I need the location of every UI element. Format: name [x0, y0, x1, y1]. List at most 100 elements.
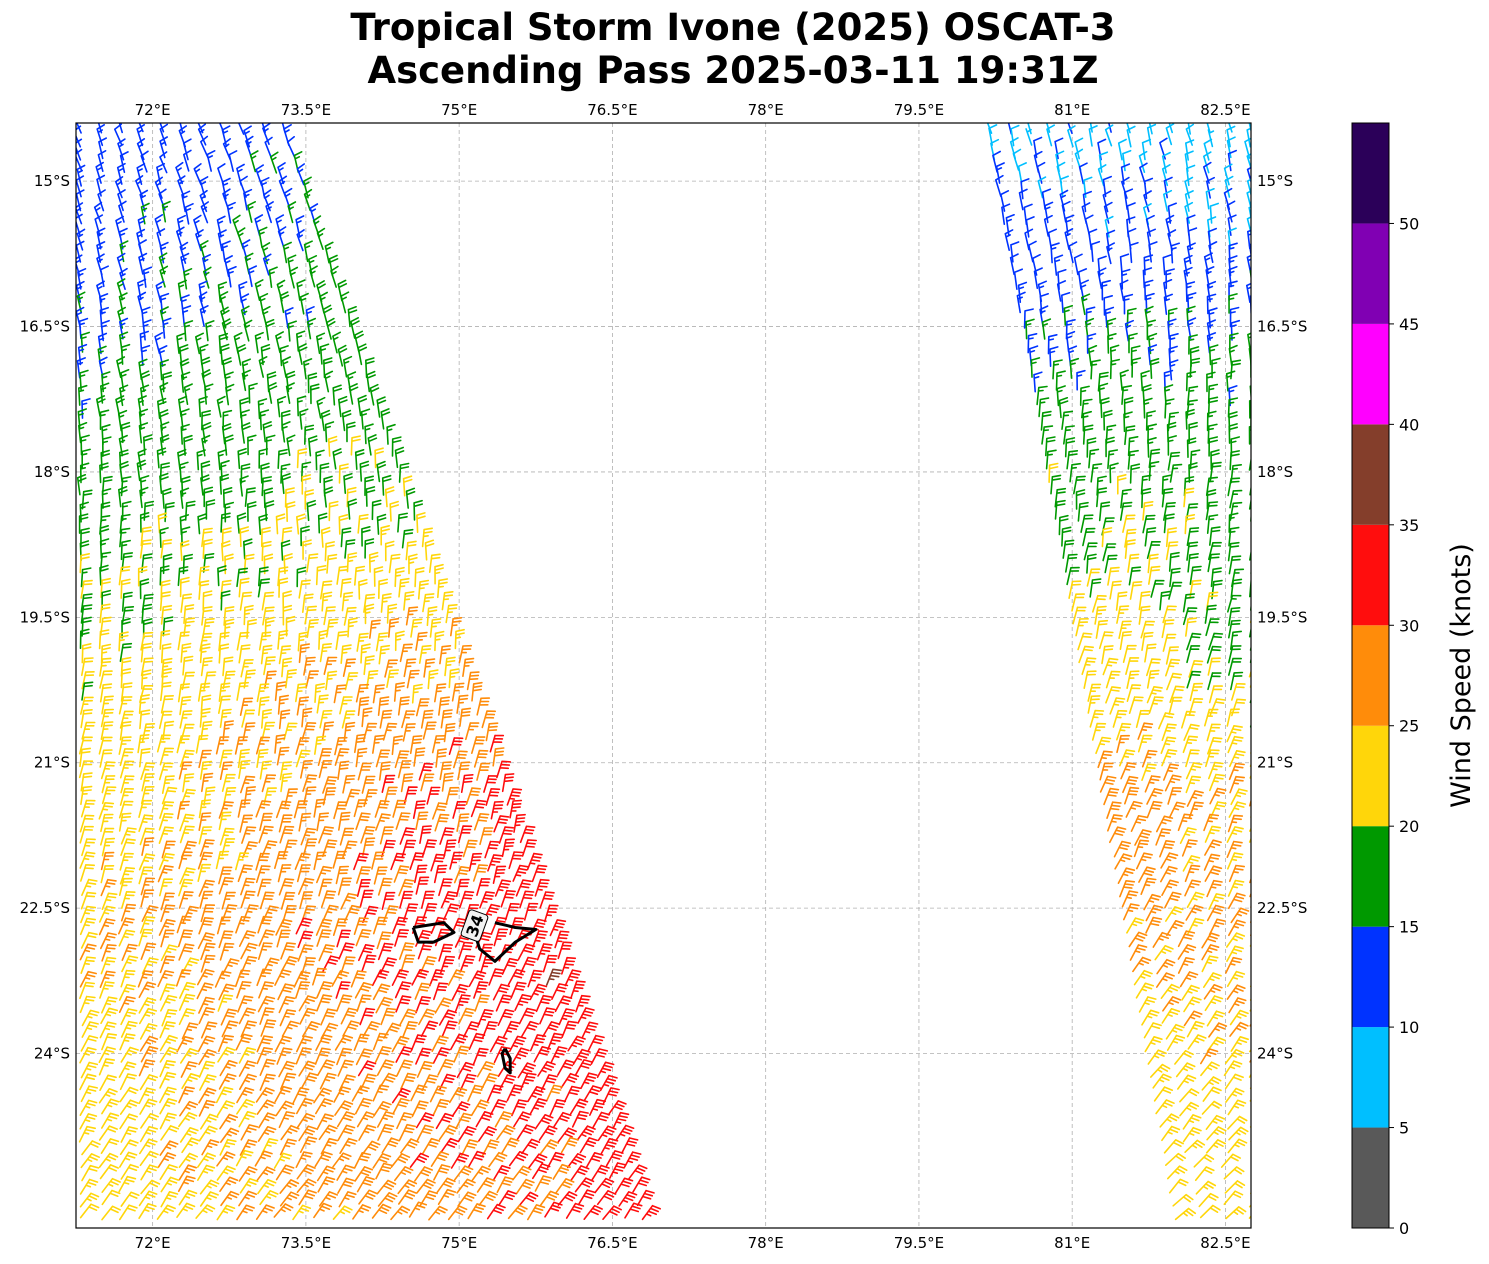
wind-barb-shaft [302, 838, 318, 857]
wind-barb-shaft [597, 1125, 617, 1142]
wind-barb [455, 878, 470, 897]
wind-barb [77, 268, 87, 290]
wind-barb [416, 512, 426, 533]
wind-barb-shaft [1206, 176, 1215, 199]
wind-barb-shaft [158, 852, 175, 871]
wind-barb [393, 865, 410, 883]
wind-barb [239, 526, 250, 548]
wind-barb [1135, 982, 1154, 999]
wind-barb-shaft [364, 538, 375, 559]
wind-barb-shaft [1250, 1179, 1251, 1181]
wind-barb-shaft [178, 1152, 198, 1168]
wind-barb-shaft [258, 356, 268, 378]
wind-barb [199, 1191, 219, 1207]
wind-barb [415, 698, 430, 717]
wind-barb-shaft [1209, 202, 1219, 224]
wind-barb-shaft [302, 539, 312, 560]
wind-barb-shaft [344, 539, 356, 559]
wind-barb [100, 449, 111, 471]
wind-barb [1045, 123, 1051, 133]
wind-barb [257, 398, 268, 420]
wind-barb-shaft [195, 332, 204, 355]
wind-barb [179, 813, 195, 832]
wind-barb [301, 707, 313, 728]
wind-barb-shaft [262, 421, 273, 443]
wind-barb [569, 1098, 589, 1115]
wind-barb-shaft [221, 1020, 239, 1038]
wind-barb [254, 331, 264, 354]
wind-barb [159, 1046, 179, 1063]
wind-barb [1080, 514, 1094, 533]
wind-barb [1163, 763, 1180, 781]
wind-barb [413, 499, 423, 521]
wind-barb [1075, 618, 1089, 637]
wind-barb [317, 748, 332, 766]
wind-barb-shaft [511, 1099, 528, 1117]
wind-barb [428, 553, 441, 573]
wind-barb [160, 643, 172, 664]
wind-barb [398, 1189, 418, 1205]
wind-barb-shaft [222, 670, 236, 690]
wind-barb [261, 526, 271, 548]
wind-barb-shaft [1186, 527, 1200, 547]
wind-barb-shaft [1107, 566, 1120, 586]
wind-barb-shaft [1068, 580, 1082, 599]
wind-barb [1230, 788, 1248, 806]
wind-barb [403, 591, 415, 611]
wind-barb-shaft [298, 579, 311, 599]
wind-barb [529, 1097, 548, 1115]
wind-barb [521, 1138, 541, 1155]
wind-barb-shaft [504, 902, 520, 921]
wind-barb [1204, 708, 1219, 727]
wind-barb-shaft [438, 696, 450, 716]
wind-barb-shaft [1066, 566, 1080, 586]
wind-barb-shaft [247, 501, 257, 522]
wind-barb-shaft [1109, 826, 1127, 844]
wind-barb-shaft [281, 421, 291, 443]
wind-barb-shaft [489, 1035, 508, 1053]
wind-barb [100, 956, 117, 975]
wind-barb [160, 929, 175, 948]
wind-barb [1229, 332, 1239, 354]
wind-barb-shaft [557, 941, 573, 960]
wind-barb [386, 669, 400, 688]
wind-barb-shaft [79, 917, 96, 936]
wind-barb-shaft [596, 1061, 615, 1078]
wind-barb [421, 1074, 439, 1092]
wind-barb-shaft [1185, 775, 1202, 794]
wind-barb-shaft [356, 1176, 375, 1193]
wind-barb-shaft [198, 1125, 218, 1142]
wind-barb [243, 553, 255, 574]
wind-barb [1081, 293, 1091, 316]
wind-barb [405, 540, 417, 561]
wind-barb-shaft [99, 293, 109, 315]
wind-barb [519, 825, 536, 844]
wind-barb [277, 566, 289, 587]
wind-barb-shaft [138, 1059, 156, 1077]
wind-barb [1249, 827, 1251, 832]
wind-barb-shaft [323, 606, 336, 626]
wind-barb [1229, 775, 1245, 794]
wind-barb-shaft [1124, 786, 1140, 805]
wind-barb [357, 1060, 377, 1077]
wind-barb [99, 525, 110, 546]
wind-barb-shaft [80, 604, 93, 624]
wind-34kt-contour: 34 [411, 909, 538, 1075]
wind-barb [298, 1189, 317, 1206]
wind-barb [156, 1204, 176, 1220]
wind-barb-shaft [258, 513, 268, 535]
wind-barb-shaft [278, 814, 293, 833]
wind-barb [198, 826, 213, 845]
wind-barb-shaft [434, 683, 447, 703]
wind-barb [1228, 344, 1238, 367]
wind-barb-shaft [100, 851, 115, 871]
wind-barb [453, 866, 470, 884]
wind-barb-shaft [1210, 801, 1227, 819]
wind-barb [181, 1137, 200, 1154]
wind-barb-shaft [101, 786, 117, 805]
wind-barb [413, 747, 426, 767]
wind-barb-shaft [1163, 513, 1175, 534]
wind-barb [508, 851, 524, 870]
wind-barb [100, 932, 117, 950]
wind-barb-shaft [1174, 1207, 1197, 1221]
